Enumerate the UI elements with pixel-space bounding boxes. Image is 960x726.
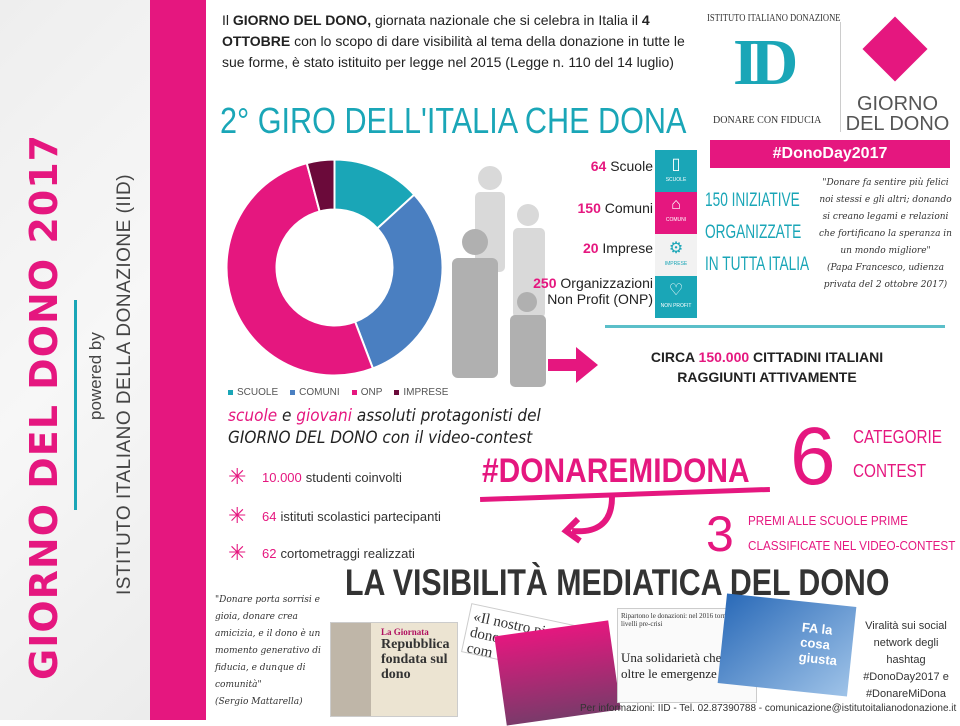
- contest-hashtag: #DONAREMIDONA: [482, 452, 750, 490]
- gears-icon: ⚙ IMPRESE: [655, 234, 697, 276]
- bullet-item: ✳ 10.000 studenti coinvolti: [228, 464, 402, 489]
- contest-lead: scuole e giovani assoluti protagonisti d…: [228, 406, 541, 448]
- donut-chart: [225, 158, 444, 377]
- diamond-logo-icon: [862, 16, 928, 82]
- media-title: LA VISIBILITÀ MEDIATICA DEL DONO: [345, 562, 890, 603]
- donut-slice-imprese: [305, 158, 336, 213]
- prizes-count: 3: [706, 506, 734, 562]
- stat-non-profit: 250 Organizzazioni Non Profit (ONP): [533, 275, 653, 307]
- divider-line: [605, 325, 945, 328]
- logo-event: GIORNO DEL DONO: [845, 93, 950, 135]
- legend-swatch: [351, 389, 357, 395]
- logo-id: ID: [733, 26, 798, 99]
- asterisk-icon: ✳: [228, 503, 247, 528]
- footer-contact: Per informazioni: IID - Tel. 02.87390788…: [580, 703, 957, 714]
- legend-swatch: [290, 389, 296, 395]
- main-title: 2° GIRO DELL'ITALIA CHE DONA: [220, 100, 687, 141]
- legend-swatch: [228, 389, 233, 395]
- categories-count: 6: [790, 411, 836, 502]
- legend-item: ONP: [351, 387, 382, 398]
- logo-institute: ISTITUTO ITALIANO DONAZIONE: [707, 12, 841, 24]
- donut-slice-comuni: [353, 193, 444, 370]
- asterisk-icon: ✳: [228, 540, 247, 565]
- logo-tagline: DONARE CON FIDUCIA: [713, 115, 822, 126]
- citizens-reached: CIRCA 150.000 CITTADINI ITALIANI RAGGIUNT…: [650, 349, 884, 385]
- logo-divider: [840, 22, 841, 132]
- prizes-label: PREMI ALLE SCUOLE PRIME CLASSIFICATE NEL …: [748, 513, 956, 553]
- chart-legend: SCUOLE COMUNI ONP IMPRESE: [228, 387, 448, 398]
- donut-slice-onp: [225, 161, 375, 377]
- bullet-item: ✳ 64 istituti scolastici partecipanti: [228, 503, 441, 528]
- legend-swatch: [394, 389, 400, 395]
- bullet-item: ✳ 62 cortometraggi realizzati: [228, 540, 415, 565]
- intro-text: Il GIORNO DEL DONO, giornata nazionale c…: [222, 12, 685, 70]
- powered-by-label: powered by: [86, 332, 105, 420]
- legend-item: COMUNI: [290, 387, 340, 398]
- social-virality: Viralità sui social network degli hashta…: [863, 620, 949, 700]
- stat-comuni: 150 Comuni: [577, 200, 654, 216]
- mattarella-quote: "Donare porta sorrisi e gioia, donare cr…: [215, 595, 321, 707]
- logo-hashtag: #DonoDay2017: [710, 140, 950, 168]
- stat-scuole: 64 Scuole: [590, 158, 653, 174]
- tv-screenshot: FA la cosa giusta: [717, 593, 857, 697]
- book-icon: ▯ SCUOLE: [655, 150, 697, 192]
- press-clipping: La Giornata Repubblica fondata sul dono: [330, 622, 458, 717]
- building-icon: ⌂ COMUNI: [655, 192, 697, 234]
- legend-item: IMPRESE: [394, 387, 448, 398]
- sidebar-divider: [74, 300, 77, 510]
- categories-label: CATEGORIE CONTEST: [853, 427, 942, 481]
- initiatives-text: 150 INIZIATIVE ORGANIZZATE IN TUTTA ITALIA: [705, 190, 810, 275]
- logo-block: ISTITUTO ITALIANO DONAZIONE ID DONARE CO…: [705, 12, 950, 168]
- people-illustration: [452, 166, 546, 387]
- sidebar-org: ISTITUTO ITALIANO DELLA DONAZIONE (IID): [114, 173, 135, 595]
- asterisk-icon: ✳: [228, 464, 247, 489]
- sidebar-title: GIORNO DEL DONO 2017: [22, 133, 66, 680]
- papa-quote: "Donare fa sentire più felici noi stessi…: [819, 178, 952, 290]
- heart-icon: ♡ NON PROFIT: [655, 276, 697, 318]
- curved-arrow-icon: [561, 496, 615, 544]
- legend-item: SCUOLE: [228, 387, 278, 398]
- stat-imprese: 20 Imprese: [582, 240, 653, 256]
- pink-stripe: [150, 0, 206, 720]
- arrow-right-icon: [548, 347, 598, 383]
